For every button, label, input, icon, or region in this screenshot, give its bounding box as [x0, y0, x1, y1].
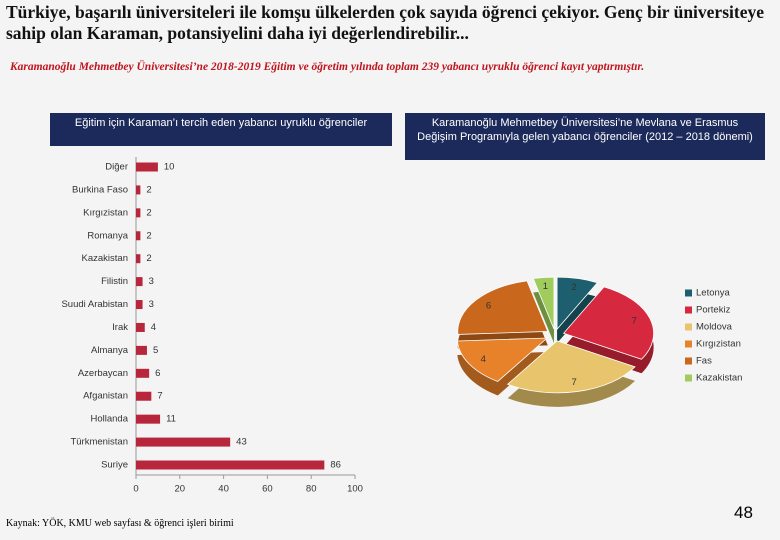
bar	[136, 254, 141, 264]
value-label: 7	[632, 316, 637, 327]
value-label: 3	[149, 276, 154, 287]
y-tick-label: Romanya	[87, 230, 128, 241]
chart-title: Karamanoğlu Mehmetbey Üniversitesi’ne Me…	[405, 113, 765, 160]
value-label: 6	[486, 300, 491, 311]
value-label: 6	[155, 368, 160, 379]
y-tick-label: Suriye	[101, 460, 128, 471]
slice	[456, 337, 549, 382]
x-tick-label: 60	[262, 484, 273, 495]
x-tick-label: 0	[133, 484, 138, 495]
y-tick-label: Afganistan	[83, 391, 128, 402]
bar	[136, 231, 141, 241]
slice	[532, 276, 555, 330]
y-tick-label: Suudi Arabistan	[61, 299, 128, 310]
bar	[136, 368, 150, 378]
slice	[457, 280, 549, 335]
value-label: 43	[236, 437, 247, 448]
slide-subtitle: Karamanoğlu Mehmetbey Üniversitesi’ne 20…	[10, 61, 645, 73]
value-label: 11	[166, 414, 176, 425]
y-tick-label: Kırgızistan	[83, 207, 128, 218]
y-tick-label: Hollanda	[91, 414, 129, 425]
legend-label: Moldova	[696, 322, 733, 333]
value-label: 5	[153, 345, 158, 356]
bar	[136, 162, 158, 172]
legend-swatch	[685, 289, 692, 297]
value-label: 2	[146, 253, 151, 264]
legend-swatch	[685, 357, 692, 365]
value-label: 2	[146, 184, 151, 195]
legend-swatch	[685, 306, 692, 314]
y-tick-label: Irak	[112, 322, 128, 333]
y-tick-label: Kazakistan	[82, 253, 128, 264]
value-label: 3	[149, 299, 154, 310]
legend-label: Portekiz	[696, 305, 731, 316]
legend-label: Kırgızistan	[696, 339, 741, 350]
legend-label: Letonya	[696, 288, 731, 299]
bar	[136, 345, 147, 355]
y-tick-label: Diğer	[105, 162, 128, 173]
bar	[136, 277, 143, 287]
bar	[136, 322, 145, 332]
value-label: 7	[157, 391, 162, 402]
x-tick-label: 80	[306, 484, 317, 495]
value-label: 2	[146, 230, 151, 241]
value-label: 7	[571, 377, 576, 388]
value-label: 2	[571, 282, 576, 293]
legend-swatch	[685, 374, 692, 382]
page-number: 48	[734, 503, 753, 522]
source: Kaynak: YÖK, KMU web sayfası & öğrenci i…	[6, 518, 234, 529]
bar	[136, 391, 152, 401]
legend-swatch	[685, 323, 692, 331]
value-label: 10	[164, 162, 175, 173]
legend-swatch	[685, 340, 692, 348]
y-tick-label: Burkina Faso	[72, 184, 128, 195]
bar	[136, 185, 141, 195]
legend-label: Fas	[696, 356, 712, 367]
bar	[136, 414, 161, 424]
value-label: 4	[481, 354, 486, 365]
x-tick-label: 20	[175, 484, 186, 495]
bar	[136, 460, 325, 470]
value-label: 86	[330, 460, 341, 471]
y-tick-label: Türkmenistan	[70, 437, 128, 448]
y-tick-label: Azerbaycan	[78, 368, 128, 379]
slice	[562, 286, 655, 360]
chart-title: Eğitim için Karaman’ı tercih eden yabanc…	[50, 113, 392, 146]
value-label: 4	[151, 322, 156, 333]
legend-label: Kazakistan	[696, 373, 742, 384]
slice	[506, 340, 636, 394]
value-label: 2	[146, 207, 151, 218]
x-tick-label: 100	[347, 484, 363, 495]
slide-title: Türkiye, başarılı üniversiteleri ile kom…	[6, 2, 764, 43]
slice	[556, 276, 599, 331]
y-tick-label: Filistin	[101, 276, 128, 287]
value-label: 1	[543, 281, 548, 292]
bar	[136, 300, 143, 310]
y-tick-label: Almanya	[91, 345, 129, 356]
bar	[136, 208, 141, 218]
bar	[136, 437, 231, 447]
x-tick-label: 40	[218, 484, 229, 495]
